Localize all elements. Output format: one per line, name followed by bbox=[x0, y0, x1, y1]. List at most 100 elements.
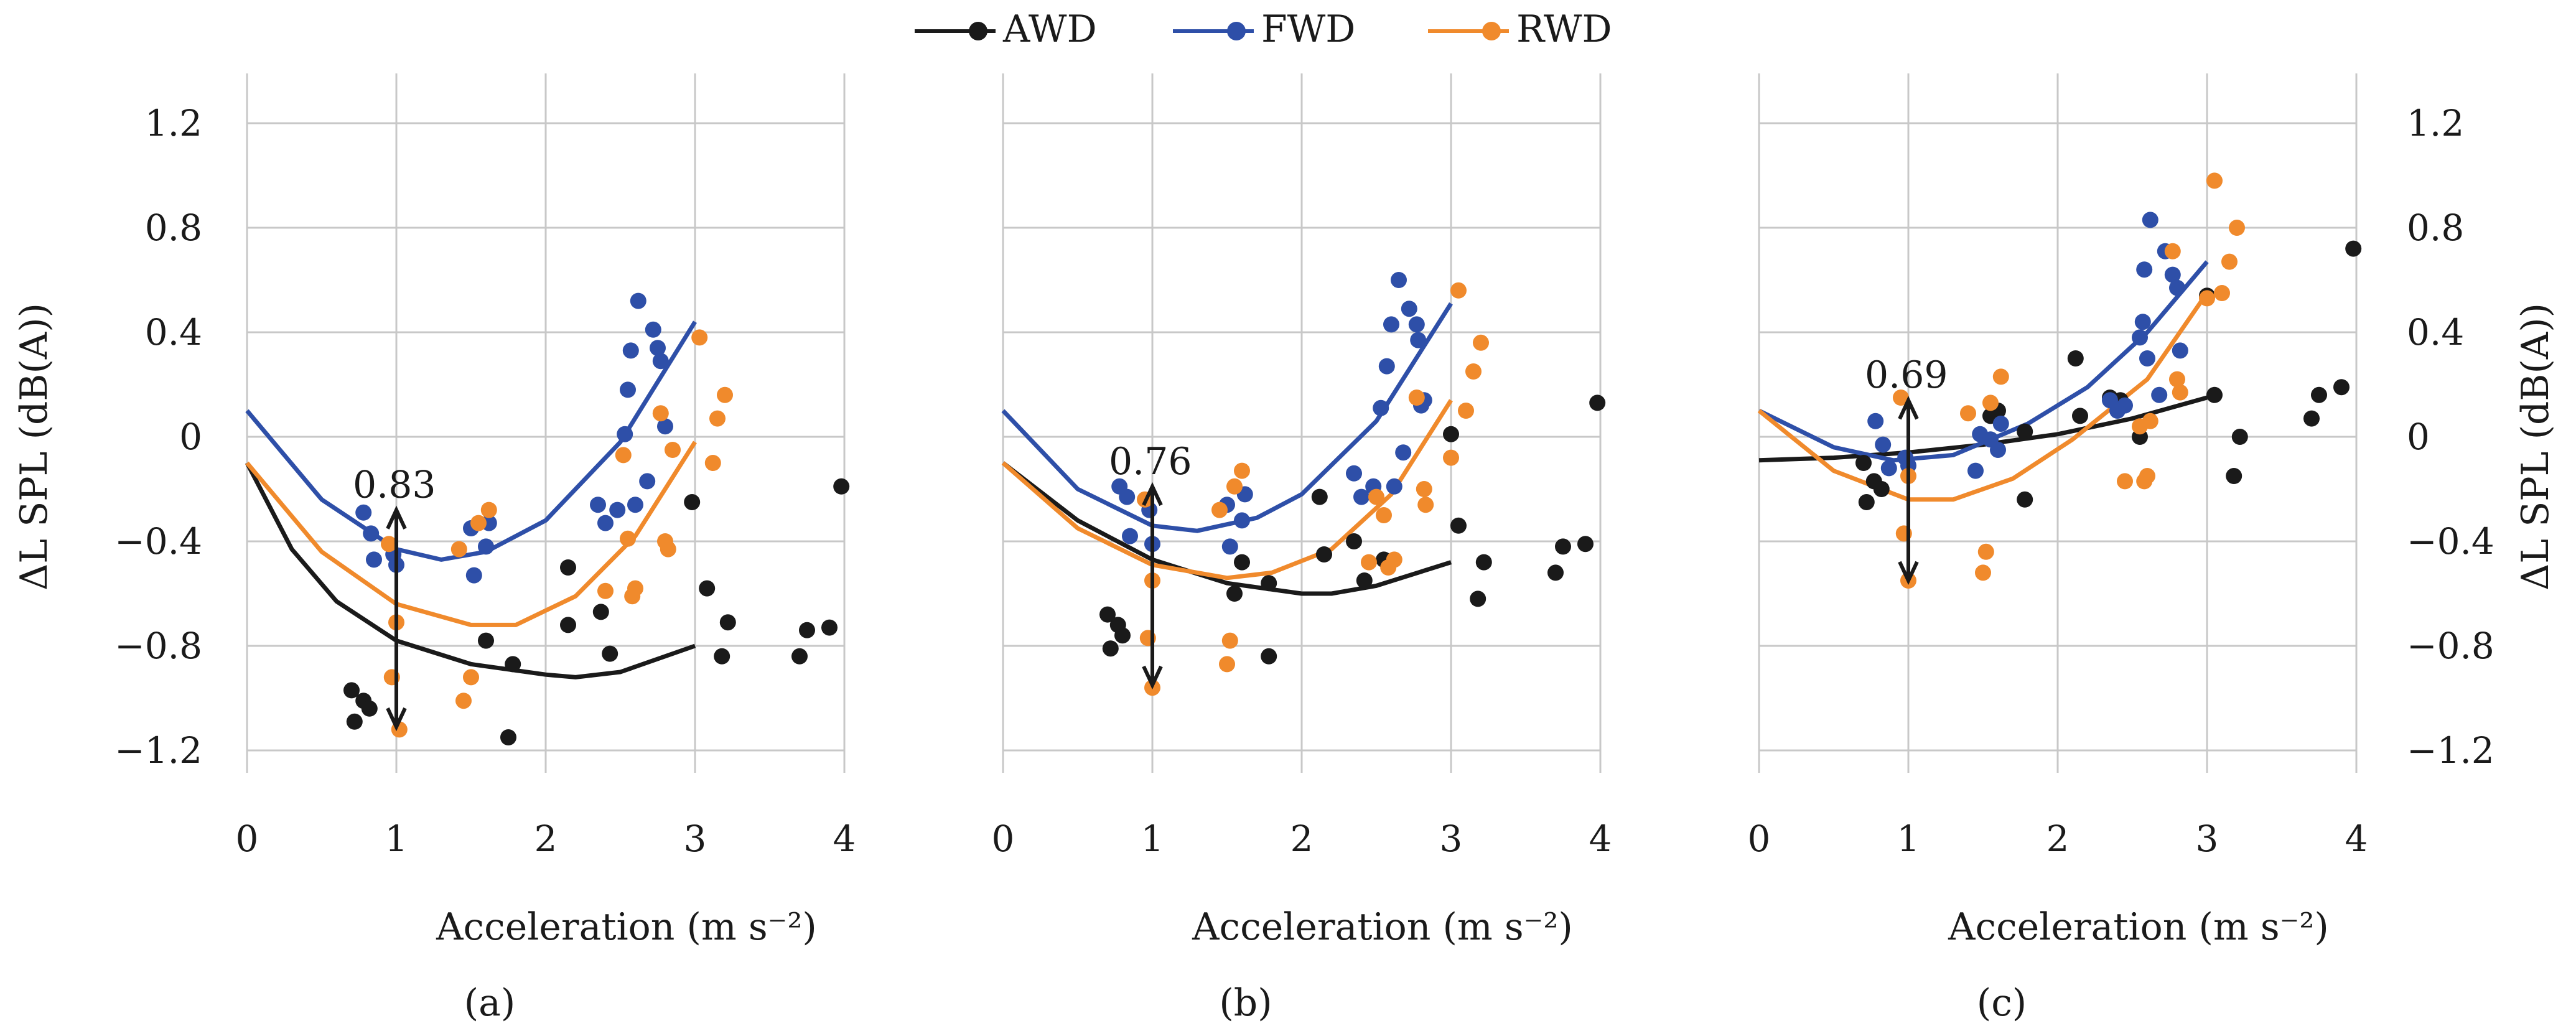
data-point-fwd bbox=[1119, 488, 1136, 505]
data-point-fwd bbox=[1122, 528, 1138, 544]
data-point-rwd bbox=[1458, 403, 1474, 419]
data-point-awd bbox=[478, 632, 494, 649]
data-point-rwd bbox=[1221, 632, 1238, 649]
panel-caption: (a) bbox=[464, 981, 516, 1025]
data-point-awd bbox=[1873, 481, 1890, 497]
data-point-rwd bbox=[704, 455, 721, 471]
data-point-awd bbox=[361, 700, 378, 717]
data-point-rwd bbox=[652, 405, 669, 422]
fit-line-rwd bbox=[1001, 399, 1453, 581]
x-tick-label: 1 bbox=[385, 818, 408, 860]
arrow-head-top bbox=[1898, 396, 1919, 420]
data-point-rwd bbox=[1473, 334, 1489, 351]
data-point-fwd bbox=[630, 292, 646, 309]
legend-marker-rwd bbox=[1482, 22, 1501, 40]
data-point-awd bbox=[2067, 350, 2084, 366]
data-point-fwd bbox=[620, 381, 636, 398]
y-axis-label-left: ΔL SPL (dB(A)) bbox=[12, 303, 56, 590]
x-axis-label: Acceleration (m s⁻²) bbox=[1192, 905, 1573, 949]
data-point-rwd bbox=[1960, 405, 1976, 422]
data-point-awd bbox=[1226, 586, 1243, 602]
data-point-awd bbox=[719, 614, 736, 631]
fit-line-fwd bbox=[1001, 302, 1453, 533]
data-point-rwd bbox=[717, 386, 733, 403]
data-point-awd bbox=[791, 648, 808, 665]
data-point-fwd bbox=[2132, 329, 2148, 346]
data-point-rwd bbox=[620, 530, 636, 547]
data-point-awd bbox=[602, 645, 618, 662]
data-point-rwd bbox=[627, 580, 643, 597]
data-point-fwd bbox=[1383, 316, 1399, 333]
x-tick-label: 3 bbox=[2196, 818, 2219, 860]
data-point-awd bbox=[2311, 386, 2327, 403]
data-point-rwd bbox=[1975, 564, 1991, 581]
data-point-rwd bbox=[1465, 363, 1482, 380]
data-point-rwd bbox=[2169, 371, 2185, 388]
data-point-rwd bbox=[1992, 368, 2009, 385]
data-point-rwd bbox=[2139, 468, 2155, 484]
data-point-awd bbox=[560, 559, 576, 576]
data-point-awd bbox=[699, 580, 716, 597]
data-point-awd bbox=[1261, 648, 1277, 665]
data-point-rwd bbox=[450, 541, 467, 558]
arrow-head-top bbox=[1142, 482, 1163, 506]
data-point-rwd bbox=[2117, 473, 2133, 490]
data-point-fwd bbox=[609, 502, 626, 518]
data-point-awd bbox=[500, 729, 516, 745]
data-point-awd bbox=[1261, 575, 1277, 592]
data-point-rwd bbox=[615, 447, 632, 464]
panel-b: 0 1 2 3 4 Acceleration (m s⁻²) (b) 0.76 bbox=[992, 73, 1612, 1025]
data-point-fwd bbox=[1346, 465, 1362, 482]
panel-a: 0 1 2 3 4 −1.2 −0.8 −0.4 0 0.4 0.8 1.2 Acceleration … bbox=[114, 73, 856, 1025]
data-point-rwd bbox=[1977, 543, 1994, 560]
x-tick-label: 4 bbox=[1589, 818, 1612, 860]
data-point-fwd bbox=[639, 473, 656, 490]
legend-label-fwd: FWD bbox=[1261, 7, 1355, 51]
data-point-awd bbox=[505, 656, 521, 673]
data-point-rwd bbox=[2164, 243, 2181, 259]
data-point-rwd bbox=[1416, 481, 1432, 497]
data-point-awd bbox=[1589, 394, 1606, 411]
y-tick-label: −0.4 bbox=[2407, 520, 2494, 562]
y-tick-label: −0.8 bbox=[114, 625, 202, 667]
data-point-rwd bbox=[2172, 384, 2188, 401]
data-point-rwd bbox=[1982, 394, 1999, 411]
data-point-awd bbox=[1356, 572, 1373, 589]
data-point-fwd bbox=[650, 340, 666, 357]
data-point-awd bbox=[1234, 554, 1250, 571]
x-tick-label: 1 bbox=[1141, 818, 1164, 860]
arrow-head-bottom bbox=[1898, 561, 1919, 586]
y-tick-label: −0.4 bbox=[114, 520, 202, 562]
data-point-awd bbox=[1450, 517, 1467, 534]
y-tick-label: 1.2 bbox=[145, 102, 202, 144]
x-tick-label: 3 bbox=[1440, 818, 1463, 860]
arrow-head-bottom bbox=[1142, 665, 1163, 690]
data-point-fwd bbox=[465, 567, 482, 584]
data-point-fwd bbox=[1967, 462, 1984, 479]
data-point-awd bbox=[1470, 590, 1486, 607]
difference-label: 0.76 bbox=[1109, 440, 1192, 483]
data-point-rwd bbox=[1893, 390, 1909, 406]
x-tick-label: 1 bbox=[1897, 818, 1920, 860]
data-point-fwd bbox=[597, 515, 614, 531]
data-point-fwd bbox=[1880, 460, 1897, 477]
data-point-awd bbox=[684, 494, 701, 510]
legend-item-fwd: FWD bbox=[1173, 7, 1355, 51]
data-point-rwd bbox=[2214, 285, 2230, 301]
legend-item-awd: AWD bbox=[915, 7, 1097, 51]
y-tick-label: 0 bbox=[179, 416, 202, 458]
x-tick-label: 2 bbox=[2046, 818, 2070, 860]
data-point-rwd bbox=[470, 515, 487, 531]
data-point-rwd bbox=[2221, 253, 2238, 270]
data-point-rwd bbox=[2199, 290, 2215, 307]
y-tick-label: 0.4 bbox=[145, 311, 202, 353]
y-tick-label: 0.4 bbox=[2407, 311, 2464, 353]
data-point-fwd bbox=[2136, 261, 2153, 278]
data-point-rwd bbox=[691, 329, 708, 346]
panel-caption: (c) bbox=[1977, 981, 2027, 1025]
data-point-rwd bbox=[1219, 656, 1235, 673]
x-tick-label: 0 bbox=[992, 818, 1015, 860]
data-point-rwd bbox=[455, 693, 472, 709]
data-point-fwd bbox=[363, 525, 380, 542]
panel-c: 0 1 2 3 4 −1.2 −0.8 −0.4 0 0.4 0.8 1.2 Acceleration … bbox=[1748, 73, 2494, 1025]
